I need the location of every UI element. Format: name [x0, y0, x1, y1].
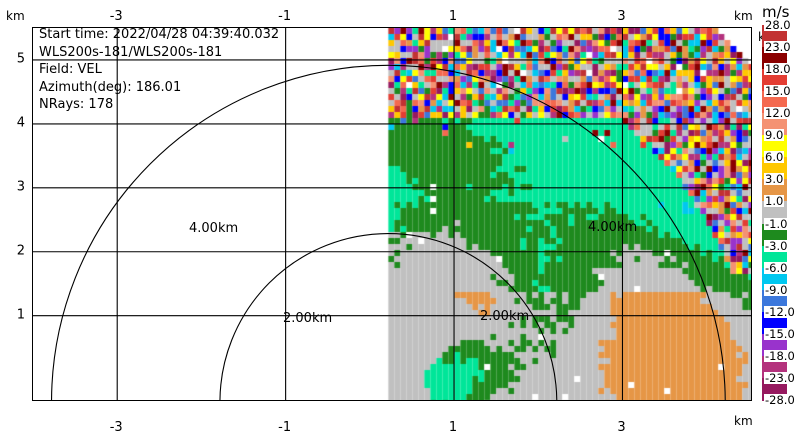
x-axis-unit-top-right: km — [734, 9, 753, 23]
range-ring-label-outer-left: 4.00km — [189, 221, 239, 236]
y-axis-unit-top-left: km — [6, 9, 25, 23]
colorbar-tick-1.0: 1.0 — [764, 194, 785, 209]
info-line-nrays: NRays: 178 — [39, 97, 114, 112]
x-tick-bottom-3: 3 — [617, 420, 626, 435]
colorbar-tick--9.0: -9.0 — [764, 282, 789, 297]
range-ring-label-inner-right: 2.00km — [480, 309, 530, 324]
range-ring-label-inner-left: 2.00km — [283, 311, 333, 326]
colorbar-tick--12.0: -12.0 — [764, 304, 796, 319]
colorbar-tick-23.0: 23.0 — [764, 40, 792, 55]
colorbar-tick--6.0: -6.0 — [764, 260, 789, 275]
x-tick-bottom-1: 1 — [448, 420, 458, 435]
x-tick-bottom--3: -3 — [109, 420, 123, 435]
colorbar-title: m/s — [762, 3, 790, 21]
colorbar-tick--28.0: -28.0 — [764, 393, 796, 407]
info-line-instrument: WLS200s-181/WLS200s-181 — [39, 44, 223, 60]
colorbar-tick--23.0: -23.0 — [764, 370, 796, 385]
y-tick-left-1: 1 — [16, 307, 25, 323]
x-tick-top--3: -3 — [109, 9, 123, 24]
y-tick-left-2: 2 — [16, 243, 25, 259]
y-tick-left-5: 5 — [16, 51, 25, 67]
info-line-field: Field: VEL — [39, 62, 102, 77]
y-tick-left-4: 4 — [16, 115, 25, 131]
y-tick-left-3: 3 — [16, 179, 25, 195]
x-tick-top-1: 1 — [448, 9, 458, 24]
colorbar-tick-28.0: 28.0 — [764, 18, 792, 32]
x-tick-top--1: -1 — [278, 9, 292, 24]
x-tick-bottom--1: -1 — [278, 420, 292, 435]
info-line-azimuth: Azimuth(deg): 186.01 — [39, 79, 182, 95]
colorbar-tick-15.0: 15.0 — [764, 84, 792, 99]
colorbar-tick-6.0: 6.0 — [764, 150, 785, 165]
info-line-start-time: Start time: 2022/04/28 04:39:40.032 — [39, 27, 280, 42]
scan-info-block: Start time: 2022/04/28 04:39:40.032 WLS2… — [37, 26, 279, 114]
colorbar-tick-18.0: 18.0 — [764, 62, 792, 77]
colorbar-tick--18.0: -18.0 — [764, 348, 796, 363]
x-axis-unit-bottom-right: km — [734, 414, 753, 428]
velocity-colorbar[interactable] — [762, 25, 787, 401]
colorbar-tick-12.0: 12.0 — [764, 106, 792, 121]
range-ring-label-outer-right: 4.00km — [588, 220, 638, 235]
x-tick-top-3: 3 — [617, 9, 626, 24]
colorbar-tick--3.0: -3.0 — [764, 238, 789, 253]
colorbar-tick-3.0: 3.0 — [764, 172, 785, 187]
colorbar-tick--1.0: -1.0 — [764, 216, 789, 231]
colorbar-tick--15.0: -15.0 — [764, 326, 796, 341]
colorbar-tick-9.0: 9.0 — [764, 128, 785, 143]
